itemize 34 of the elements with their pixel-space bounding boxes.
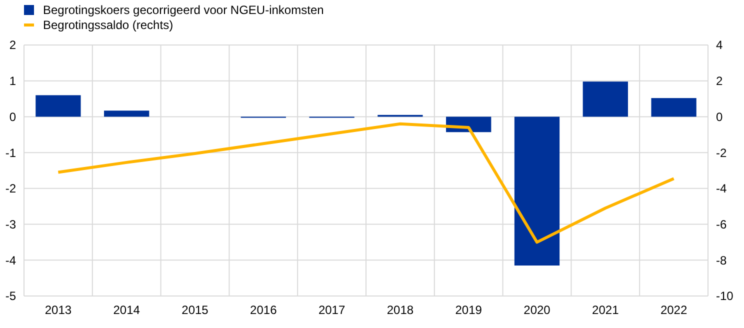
- y-tick-label: -1: [5, 146, 16, 160]
- y2-tick-label: 2: [716, 74, 723, 88]
- y2-tick-label: -8: [716, 253, 727, 268]
- y2-tick-label: 4: [716, 38, 723, 52]
- x-tick-label: 2021: [592, 303, 620, 317]
- y-tick-label: 0: [9, 110, 16, 124]
- x-tick-label: 2018: [386, 303, 414, 317]
- y-tick-label: 2: [9, 38, 16, 52]
- x-tick-label: 2020: [524, 303, 551, 317]
- bar: [104, 110, 150, 117]
- x-tick-label: 2014: [113, 303, 140, 317]
- x-tick-label: 2016: [250, 303, 278, 317]
- y-tick-label: -2: [5, 182, 16, 196]
- x-tick-label: 2013: [44, 303, 72, 317]
- x-tick-label: 2015: [182, 303, 209, 317]
- bar: [651, 98, 696, 117]
- y2-tick-label: -4: [716, 182, 727, 196]
- y2-tick-label: -6: [716, 217, 727, 232]
- legend-label: Begrotingskoers gecorrigeerd voor NGEU-inkomsten: [43, 3, 324, 18]
- legend-label: Begrotingssaldo (rechts): [43, 18, 174, 32]
- y2-tick-label: 0: [716, 110, 723, 124]
- y2-tick-label: -10: [716, 289, 734, 304]
- x-tick-label: 2019: [455, 303, 482, 317]
- y-tick-label: -5: [5, 289, 16, 304]
- y-tick-label: -3: [5, 217, 16, 232]
- y2-tick-label: -2: [716, 146, 727, 160]
- x-tick-label: 2017: [318, 303, 346, 317]
- y-tick-label: -4: [5, 253, 16, 268]
- line-series: [56, 122, 676, 244]
- bar: [582, 82, 628, 117]
- bar: [36, 95, 81, 117]
- y-tick-label: 1: [9, 74, 16, 88]
- bar: [514, 116, 560, 266]
- x-tick-label: 2022: [660, 303, 688, 317]
